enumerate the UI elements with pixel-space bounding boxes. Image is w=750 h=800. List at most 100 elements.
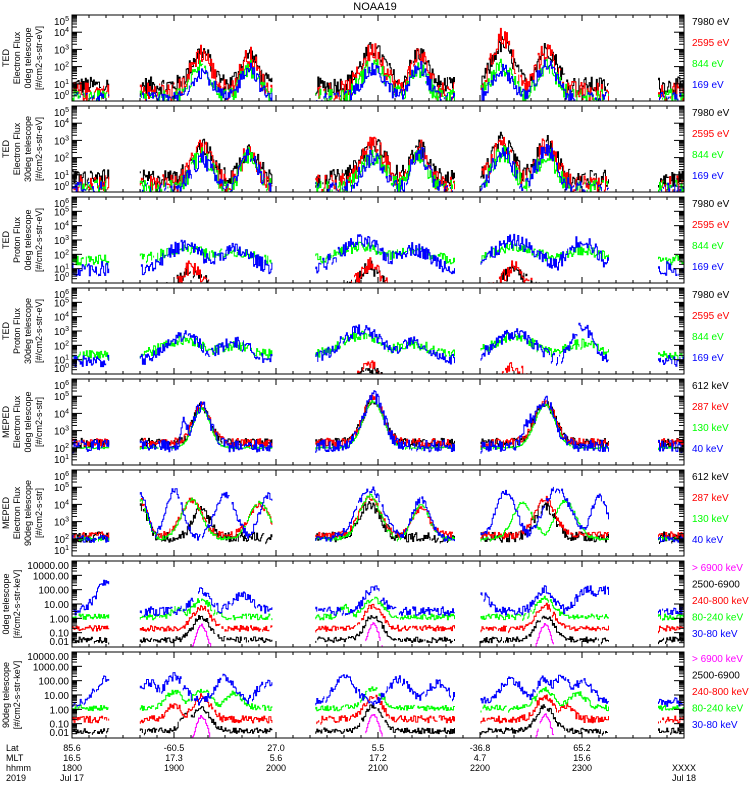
y-tick-label: 103 — [54, 517, 69, 529]
legend-entry: 40 keV — [692, 535, 723, 546]
y-tick-exponent: 6 — [65, 198, 69, 205]
y-tick-exponent: 5 — [65, 16, 69, 23]
legend-entry: 30-80 keV — [692, 629, 738, 640]
y-axis-label: TED — [1, 230, 11, 249]
y-tick-label: 101 — [54, 545, 69, 557]
y-tick-label: 102 — [54, 340, 69, 352]
series-line-2500-6900 — [72, 703, 684, 736]
y-tick-exponent: 6 — [65, 471, 69, 478]
y-tick-label: 10.00 — [44, 600, 69, 611]
legend-entry: 2595 eV — [692, 38, 730, 49]
y-tick-exponent: 5 — [65, 482, 69, 489]
y-tick-label: 103 — [54, 235, 69, 247]
y-axis-label: Electron Flux — [12, 31, 22, 84]
y-axis-label: Electron Flux — [12, 486, 22, 539]
y-tick-label: 104 — [54, 408, 69, 420]
y-tick-exponent: 3 — [65, 326, 69, 333]
y-tick-label: 104 — [54, 118, 69, 130]
legend-entry: 169 eV — [692, 353, 724, 364]
legend-entry: 80-240 keV — [692, 704, 743, 715]
y-axis-label: TED — [1, 139, 11, 158]
panel-frame — [71, 196, 685, 284]
y-tick-exponent: 0 — [65, 363, 69, 370]
x-tick-label: 27.0 — [267, 743, 285, 753]
x-tick-label: 5.6 — [270, 753, 283, 763]
series-line-40-kev — [72, 390, 684, 454]
legend-entry: 7980 eV — [692, 108, 730, 119]
y-tick-exponent: 2 — [65, 249, 69, 256]
y-axis-label: [#/cm2-s-str] — [34, 397, 44, 447]
legend-entry: 169 eV — [692, 80, 724, 91]
y-tick-exponent: 5 — [65, 391, 69, 398]
y-tick-label: 10.00 — [44, 691, 69, 702]
y-tick-label: 105 — [54, 16, 69, 28]
y-tick-label: 0.10 — [50, 629, 70, 640]
y-tick-exponent: 2 — [65, 340, 69, 347]
x-axis-row-label: hhmm — [6, 763, 31, 773]
y-tick-label: 1.00 — [50, 614, 70, 625]
legend-entry: 844 eV — [692, 332, 724, 343]
y-axis-label: 0deg telescope — [1, 573, 11, 634]
y-tick-label: 101 — [54, 454, 69, 466]
legend-entry: 2500-6900 — [692, 671, 740, 682]
x-tick-label: 85.6 — [63, 743, 81, 753]
y-tick-exponent: 4 — [65, 312, 69, 319]
y-axis-label: 0deg telescope — [23, 27, 33, 88]
panel-data — [72, 579, 684, 647]
series-line-40-kev — [72, 486, 684, 543]
y-tick-exponent: 5 — [65, 297, 69, 304]
series-line-80-240-kev — [72, 686, 684, 713]
legend-entry: 844 eV — [692, 59, 724, 70]
x-axis-row-label: MLT — [6, 753, 24, 763]
y-tick-exponent: 1 — [65, 264, 69, 271]
legend-entry: 612 keV — [692, 472, 729, 483]
series-line-30-80-kev — [72, 579, 683, 618]
y-tick-exponent: 2 — [65, 153, 69, 160]
y-tick-exponent: 3 — [65, 135, 69, 142]
y-tick-label: 100 — [54, 181, 69, 193]
y-tick-label: 103 — [54, 326, 69, 338]
y-tick-label: 10000.00 — [27, 561, 69, 572]
legend-entry: 287 keV — [692, 402, 729, 413]
panel-frame — [71, 378, 685, 466]
x-tick-label: 16.5 — [63, 753, 81, 763]
x-tick-label: 1800 — [62, 763, 82, 773]
y-tick-label: 106 — [54, 380, 69, 392]
series-line-169-ev — [74, 59, 684, 101]
y-tick-label: 102 — [54, 62, 69, 74]
series-line--6900-kev — [191, 622, 554, 647]
x-tick-label: 15.6 — [573, 753, 591, 763]
y-axis-label: Proton Flux — [12, 216, 22, 263]
panel-data — [72, 322, 684, 374]
y-axis-label: [#/cm2-s-str-eV] — [34, 299, 44, 363]
y-tick-label: 102 — [54, 249, 69, 261]
x-tick-label: 4.7 — [474, 753, 487, 763]
y-tick-exponent: 6 — [65, 380, 69, 387]
y-tick-exponent: 3 — [65, 517, 69, 524]
y-axis-label: 30deg telescope — [23, 298, 33, 364]
y-tick-exponent: 5 — [65, 107, 69, 114]
y-tick-label: 1000.00 — [33, 571, 70, 582]
y-tick-label: 100 — [54, 90, 69, 102]
y-tick-exponent: 5 — [65, 206, 69, 213]
legend-entry: 80-240 keV — [692, 613, 743, 624]
panel-frame — [71, 469, 685, 557]
y-axis-label: [#/cm2-s-str-keV] — [12, 570, 22, 639]
panel-data — [72, 131, 684, 192]
y-tick-exponent: 2 — [65, 62, 69, 69]
y-tick-label: 105 — [54, 482, 69, 494]
y-tick-label: 100.00 — [38, 677, 69, 688]
chart-title: NOAA19 — [353, 1, 397, 13]
y-tick-exponent: 3 — [65, 426, 69, 433]
series-line-240-800-kev — [72, 602, 684, 634]
series-line-844-ev — [72, 145, 684, 192]
y-axis-label: TED — [1, 321, 11, 340]
y-tick-label: 103 — [54, 135, 69, 147]
y-tick-label: 0.01 — [50, 728, 70, 739]
